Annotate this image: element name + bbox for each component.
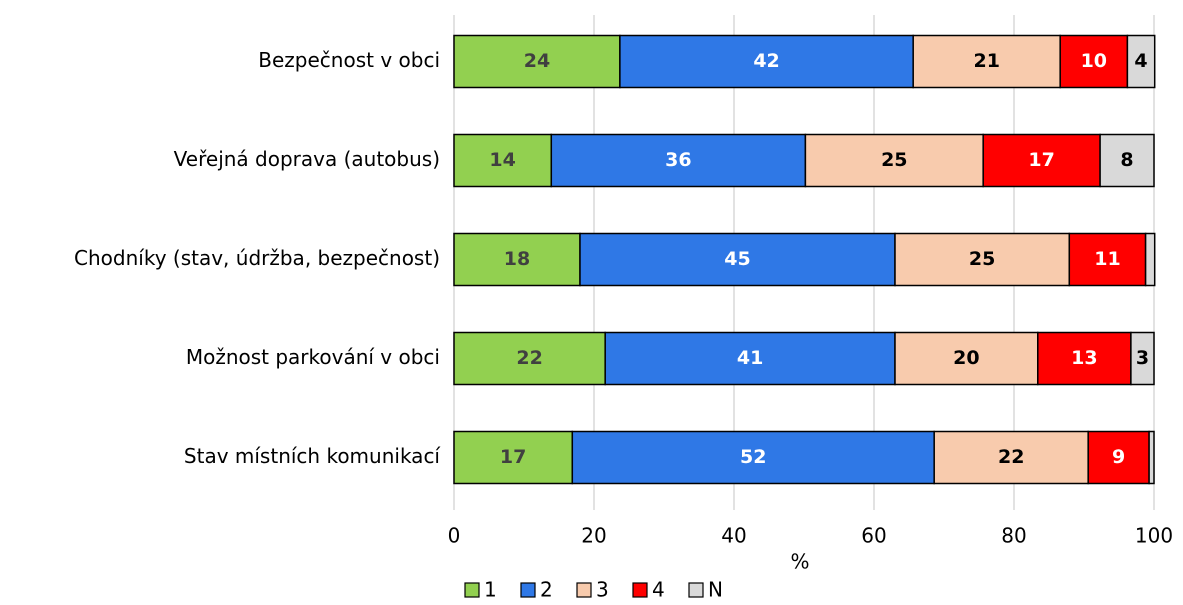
data-label: 22 — [998, 446, 1024, 468]
data-label: 4 — [1134, 50, 1147, 72]
data-label: 10 — [1081, 50, 1107, 72]
data-label: 18 — [504, 248, 530, 270]
bar-segment — [453, 34, 621, 89]
bar-segment — [453, 232, 581, 287]
data-label: 21 — [973, 50, 999, 72]
data-label: 20 — [953, 347, 979, 369]
y-tick-label: Chodníky (stav, údržba, bezpečnost) — [74, 246, 440, 270]
legend-swatch — [520, 582, 536, 598]
bar-segment — [1130, 331, 1155, 386]
data-label: 52 — [740, 446, 766, 468]
legend-label: N — [708, 578, 723, 602]
bar-segment — [894, 331, 1039, 386]
data-label: 13 — [1071, 347, 1097, 369]
x-tick-label: 60 — [861, 524, 886, 548]
data-label: 11 — [1094, 248, 1120, 270]
legend-swatch — [576, 582, 592, 598]
data-label: 25 — [969, 248, 995, 270]
bar-segment — [579, 232, 896, 287]
legend-swatch — [464, 582, 480, 598]
data-label: 25 — [881, 149, 907, 171]
data-label: 41 — [737, 347, 763, 369]
bar-segment — [1037, 331, 1132, 386]
data-label: 17 — [500, 446, 526, 468]
x-tick-label: 100 — [1135, 524, 1173, 548]
bar-segment — [894, 232, 1071, 287]
y-tick-label: Veřejná doprava (autobus) — [174, 147, 440, 171]
data-label: 14 — [489, 149, 515, 171]
y-tick-label: Bezpečnost v obci — [258, 48, 440, 72]
data-label: 42 — [753, 50, 779, 72]
bar-segment — [1068, 232, 1147, 287]
bar-segment — [1144, 232, 1156, 287]
data-label: 45 — [724, 248, 750, 270]
x-tick-label: 80 — [1001, 524, 1026, 548]
bar-segment — [1099, 133, 1155, 188]
data-label: 3 — [1136, 347, 1149, 369]
bar-segment — [1087, 430, 1150, 485]
bar-segment — [1059, 34, 1129, 89]
data-label: 17 — [1028, 149, 1054, 171]
y-tick-label: Stav místních komunikací — [184, 444, 442, 468]
bar-segment — [933, 430, 1089, 485]
bar-segment — [550, 133, 807, 188]
data-label: 9 — [1112, 446, 1125, 468]
legend-swatch — [688, 582, 704, 598]
bar-segment — [453, 133, 553, 188]
bar-segment — [804, 133, 984, 188]
x-tick-label: 0 — [448, 524, 461, 548]
legend-label: 3 — [596, 578, 609, 602]
data-label: 24 — [524, 50, 550, 72]
legend-swatch — [632, 582, 648, 598]
bar-segment — [982, 133, 1101, 188]
data-label: 36 — [665, 149, 691, 171]
x-tick-label: 20 — [581, 524, 606, 548]
bar-segment — [1126, 34, 1156, 89]
data-label: 22 — [516, 347, 542, 369]
data-label: 8 — [1120, 149, 1133, 171]
x-tick-label: 40 — [721, 524, 746, 548]
bar-segment — [1148, 430, 1155, 485]
bar-segment — [453, 430, 574, 485]
legend-label: 1 — [484, 578, 497, 602]
legend-label: 4 — [652, 578, 665, 602]
x-axis-label: % — [790, 550, 809, 574]
legend-label: 2 — [540, 578, 553, 602]
y-tick-label: Možnost parkování v obci — [186, 345, 440, 369]
